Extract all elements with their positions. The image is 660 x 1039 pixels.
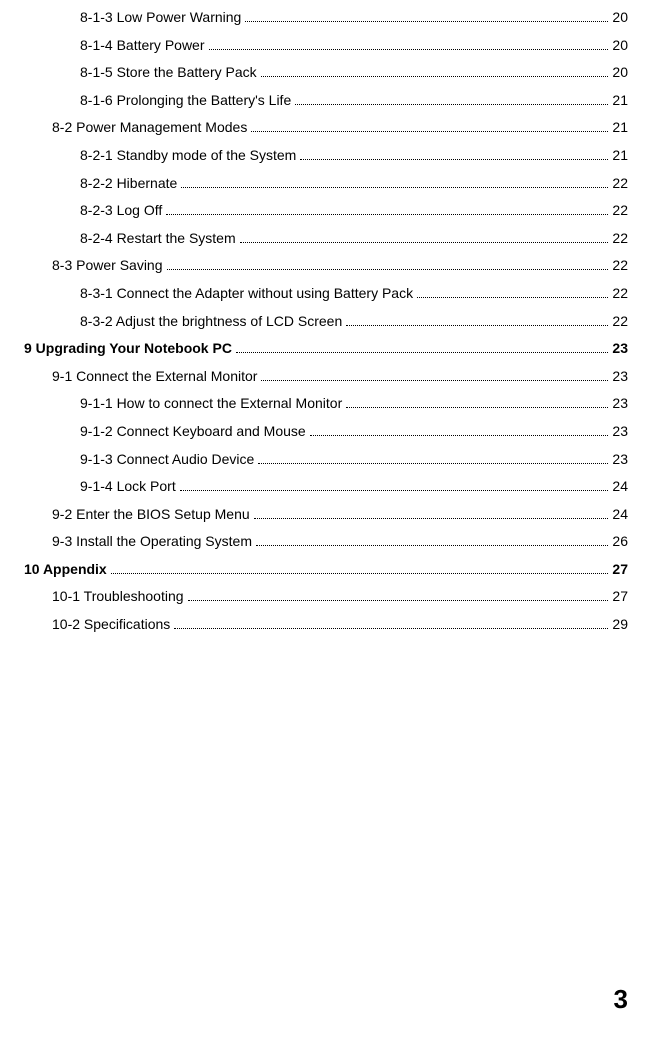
- toc-entry-page: 23: [612, 339, 628, 359]
- toc-leader-dots: [240, 233, 609, 242]
- toc-entry-page: 29: [612, 615, 628, 635]
- toc-entry-page: 23: [612, 367, 628, 387]
- toc-entry-title: 9-1-1 How to connect the External Monito…: [80, 394, 342, 414]
- toc-leader-dots: [209, 40, 609, 49]
- toc-entry-page: 23: [612, 450, 628, 470]
- toc-entry: 9-1-3 Connect Audio Device 23: [80, 450, 628, 470]
- toc-leader-dots: [111, 564, 609, 573]
- toc-entry: 8-2-1 Standby mode of the System 21: [80, 146, 628, 166]
- toc-entry-page: 27: [612, 560, 628, 580]
- toc-entry-title: 8-1-3 Low Power Warning: [80, 8, 241, 28]
- toc-entry: 8-1-4 Battery Power 20: [80, 36, 628, 56]
- toc-entry-title: 8-1-5 Store the Battery Pack: [80, 63, 257, 83]
- toc-entry-title: 9-1-4 Lock Port: [80, 477, 176, 497]
- toc-entry-title: 8-3-1 Connect the Adapter without using …: [80, 284, 413, 304]
- toc-entry-page: 20: [612, 36, 628, 56]
- toc-entry-page: 24: [612, 477, 628, 497]
- toc-entry: 9-1 Connect the External Monitor 23: [52, 367, 628, 387]
- toc-entry-page: 26: [612, 532, 628, 552]
- toc-entry: 9 Upgrading Your Notebook PC 23: [24, 339, 628, 359]
- table-of-contents: 8-1-3 Low Power Warning208-1-4 Battery P…: [24, 8, 628, 635]
- toc-entry-page: 21: [612, 146, 628, 166]
- toc-entry: 8-3 Power Saving 22: [52, 256, 628, 276]
- toc-entry: 9-2 Enter the BIOS Setup Menu 24: [52, 505, 628, 525]
- page-number: 3: [614, 984, 628, 1015]
- toc-entry-page: 21: [612, 91, 628, 111]
- page-container: 8-1-3 Low Power Warning208-1-4 Battery P…: [0, 0, 660, 1039]
- toc-entry-title: 8-2-1 Standby mode of the System: [80, 146, 296, 166]
- toc-entry-title: 8-2-2 Hibernate: [80, 174, 177, 194]
- toc-leader-dots: [166, 206, 608, 215]
- toc-leader-dots: [245, 13, 608, 22]
- toc-leader-dots: [346, 316, 608, 325]
- toc-entry-page: 22: [612, 229, 628, 249]
- toc-entry: 9-3 Install the Operating System 26: [52, 532, 628, 552]
- toc-entry: 8-2 Power Management Modes 21: [52, 118, 628, 138]
- toc-leader-dots: [295, 95, 608, 104]
- toc-leader-dots: [261, 371, 608, 380]
- toc-leader-dots: [310, 427, 609, 436]
- toc-entry: 8-1-5 Store the Battery Pack 20: [80, 63, 628, 83]
- toc-entry-title: 8-2-4 Restart the System: [80, 229, 236, 249]
- toc-entry-page: 22: [612, 174, 628, 194]
- toc-entry-page: 22: [612, 284, 628, 304]
- toc-entry-page: 20: [612, 8, 628, 28]
- toc-entry-page: 24: [612, 505, 628, 525]
- toc-entry-title: 9-1-2 Connect Keyboard and Mouse: [80, 422, 306, 442]
- toc-entry-title: 10 Appendix: [24, 560, 107, 580]
- toc-leader-dots: [300, 151, 608, 160]
- toc-entry-title: 8-1-6 Prolonging the Battery's Life: [80, 91, 291, 111]
- toc-entry: 9-1-1 How to connect the External Monito…: [80, 394, 628, 414]
- toc-entry: 10-2 Specifications 29: [52, 615, 628, 635]
- toc-leader-dots: [256, 537, 608, 546]
- toc-entry-title: 8-3 Power Saving: [52, 256, 163, 276]
- toc-leader-dots: [251, 123, 608, 132]
- toc-entry: 8-3-1 Connect the Adapter without using …: [80, 284, 628, 304]
- toc-entry-title: 10-2 Specifications: [52, 615, 170, 635]
- toc-entry-title: 8-2-3 Log Off: [80, 201, 162, 221]
- toc-entry-page: 20: [612, 63, 628, 83]
- toc-entry-page: 23: [612, 394, 628, 414]
- toc-leader-dots: [417, 289, 608, 298]
- toc-leader-dots: [346, 399, 608, 408]
- toc-entry-title: 9-1-3 Connect Audio Device: [80, 450, 254, 470]
- toc-leader-dots: [258, 454, 608, 463]
- toc-entry: 8-1-3 Low Power Warning 20: [80, 8, 628, 28]
- toc-entry-page: 27: [612, 587, 628, 607]
- toc-leader-dots: [261, 68, 609, 77]
- toc-entry: 9-1-2 Connect Keyboard and Mouse 23: [80, 422, 628, 442]
- toc-entry: 10-1 Troubleshooting 27: [52, 587, 628, 607]
- toc-entry-page: 22: [612, 312, 628, 332]
- toc-entry-page: 23: [612, 422, 628, 442]
- toc-entry-page: 22: [612, 256, 628, 276]
- toc-entry: 9-1-4 Lock Port 24: [80, 477, 628, 497]
- toc-leader-dots: [174, 620, 608, 629]
- toc-leader-dots: [188, 592, 609, 601]
- toc-entry-title: 9-1 Connect the External Monitor: [52, 367, 257, 387]
- toc-entry-title: 9 Upgrading Your Notebook PC: [24, 339, 232, 359]
- toc-entry: 8-1-6 Prolonging the Battery's Life 21: [80, 91, 628, 111]
- toc-leader-dots: [167, 261, 609, 270]
- toc-entry-page: 21: [612, 118, 628, 138]
- toc-entry-title: 8-3-2 Adjust the brightness of LCD Scree…: [80, 312, 342, 332]
- toc-entry-page: 22: [612, 201, 628, 221]
- toc-leader-dots: [236, 344, 608, 353]
- toc-entry-title: 9-3 Install the Operating System: [52, 532, 252, 552]
- toc-leader-dots: [181, 178, 608, 187]
- toc-leader-dots: [180, 482, 609, 491]
- toc-entry: 8-3-2 Adjust the brightness of LCD Scree…: [80, 312, 628, 332]
- toc-entry: 10 Appendix 27: [24, 560, 628, 580]
- toc-entry-title: 8-1-4 Battery Power: [80, 36, 205, 56]
- toc-entry-title: 8-2 Power Management Modes: [52, 118, 247, 138]
- toc-entry: 8-2-3 Log Off 22: [80, 201, 628, 221]
- toc-entry: 8-2-4 Restart the System 22: [80, 229, 628, 249]
- toc-entry-title: 9-2 Enter the BIOS Setup Menu: [52, 505, 250, 525]
- toc-entry-title: 10-1 Troubleshooting: [52, 587, 184, 607]
- toc-entry: 8-2-2 Hibernate 22: [80, 174, 628, 194]
- toc-leader-dots: [254, 509, 609, 518]
